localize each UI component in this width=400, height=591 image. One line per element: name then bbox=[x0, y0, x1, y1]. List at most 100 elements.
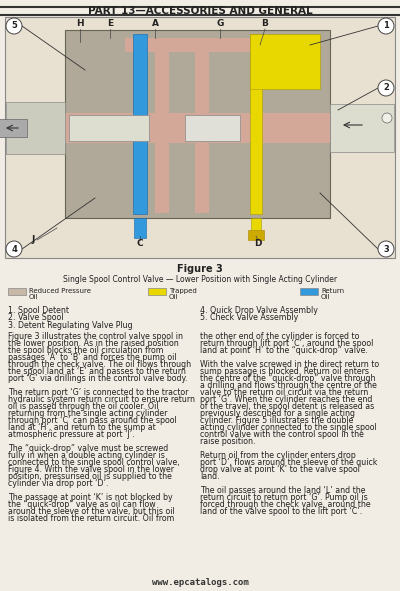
Text: the lower position. As in the raised position: the lower position. As in the raised pos… bbox=[8, 339, 179, 348]
Bar bbox=[65, 113, 330, 143]
Text: forced through the check valve, around the: forced through the check valve, around t… bbox=[200, 500, 371, 509]
Text: E: E bbox=[107, 20, 113, 28]
Text: hydraulic system return circuit to ensure return: hydraulic system return circuit to ensur… bbox=[8, 395, 195, 404]
Text: Trapped: Trapped bbox=[169, 288, 197, 294]
Circle shape bbox=[6, 18, 22, 34]
Text: 2: 2 bbox=[383, 83, 389, 93]
Bar bbox=[65, 30, 330, 218]
Text: J: J bbox=[31, 235, 35, 245]
Text: The return port ‘G’ is connected to the tractor: The return port ‘G’ is connected to the … bbox=[8, 388, 188, 397]
Bar bbox=[195, 143, 209, 213]
Text: cylinder. Figure 5 illustrates the double: cylinder. Figure 5 illustrates the doubl… bbox=[200, 416, 353, 425]
Text: cylinder via drop port ‘D’.: cylinder via drop port ‘D’. bbox=[8, 479, 108, 488]
Text: is isolated from the return circuit. Oil from: is isolated from the return circuit. Oil… bbox=[8, 514, 174, 523]
Text: 1. Spool Detent: 1. Spool Detent bbox=[8, 306, 69, 315]
Text: the spool land at ‘E’ and passes to the return: the spool land at ‘E’ and passes to the … bbox=[8, 367, 186, 376]
Text: oil is passed through the oil cooler. Oil: oil is passed through the oil cooler. Oi… bbox=[8, 402, 159, 411]
Text: Figure 4. With the valve spool in the lower: Figure 4. With the valve spool in the lo… bbox=[8, 465, 174, 474]
Bar bbox=[125, 38, 290, 52]
Circle shape bbox=[378, 241, 394, 257]
Text: valve to the return oil circuit via the return: valve to the return oil circuit via the … bbox=[200, 388, 368, 397]
Text: Reduced Pressure: Reduced Pressure bbox=[29, 288, 91, 294]
Text: the centre of the “quick-drop” valve through: the centre of the “quick-drop” valve thr… bbox=[200, 374, 376, 383]
Text: Single Spool Control Valve — Lower Position with Single Acting Cylinder: Single Spool Control Valve — Lower Posit… bbox=[63, 275, 337, 284]
Text: port ‘G’. When the cylinder reaches the end: port ‘G’. When the cylinder reaches the … bbox=[200, 395, 372, 404]
Text: through the check valve. The oil flows through: through the check valve. The oil flows t… bbox=[8, 360, 191, 369]
Text: returning from the single acting cylinder: returning from the single acting cylinde… bbox=[8, 409, 167, 418]
Text: the spool blocks the oil circulation from: the spool blocks the oil circulation fro… bbox=[8, 346, 163, 355]
Bar bbox=[330, 104, 394, 152]
Text: Figure 3 illustrates the control valve spool in: Figure 3 illustrates the control valve s… bbox=[8, 332, 183, 341]
Text: B: B bbox=[262, 20, 268, 28]
Circle shape bbox=[382, 113, 392, 123]
Text: the “quick-drop” valve as oil can flow: the “quick-drop” valve as oil can flow bbox=[8, 500, 156, 509]
Text: the other end of the cylinder is forced to: the other end of the cylinder is forced … bbox=[200, 332, 359, 341]
Text: port ‘D’, flows around the sleeve of the quick: port ‘D’, flows around the sleeve of the… bbox=[200, 458, 377, 467]
Text: 2. Valve Spool: 2. Valve Spool bbox=[8, 313, 64, 323]
Text: land of the valve spool to the lift port ‘C’.: land of the valve spool to the lift port… bbox=[200, 507, 362, 516]
Text: Oil: Oil bbox=[321, 294, 330, 300]
Circle shape bbox=[6, 241, 22, 257]
Bar bbox=[250, 34, 262, 214]
Text: 3: 3 bbox=[383, 245, 389, 254]
Bar bbox=[155, 143, 169, 213]
Text: The passage at point ‘K’ is not blocked by: The passage at point ‘K’ is not blocked … bbox=[8, 493, 173, 502]
Text: passages ‘A’ to ‘B’ and forces the pump oil: passages ‘A’ to ‘B’ and forces the pump … bbox=[8, 353, 177, 362]
Text: through port ‘C’ can pass around the spool: through port ‘C’ can pass around the spo… bbox=[8, 416, 177, 425]
Text: land at ‘H’, and return to the sump at: land at ‘H’, and return to the sump at bbox=[8, 423, 156, 432]
Text: 5. Check Valve Assembly: 5. Check Valve Assembly bbox=[200, 313, 298, 323]
Text: Return: Return bbox=[321, 288, 344, 294]
Text: Return oil from the cylinder enters drop: Return oil from the cylinder enters drop bbox=[200, 451, 356, 460]
Text: sump passage is blocked. Return oil enters: sump passage is blocked. Return oil ente… bbox=[200, 367, 369, 376]
Text: Figure 3: Figure 3 bbox=[177, 264, 223, 274]
Text: D: D bbox=[254, 239, 262, 248]
Text: a drilling and flows through the centre of the: a drilling and flows through the centre … bbox=[200, 381, 377, 390]
Text: atmospheric pressure at port ‘J’.: atmospheric pressure at port ‘J’. bbox=[8, 430, 135, 439]
Bar bbox=[0, 119, 27, 137]
Bar bbox=[133, 34, 147, 214]
Text: www.epcatalogs.com: www.epcatalogs.com bbox=[152, 578, 248, 587]
Bar bbox=[134, 218, 146, 238]
Text: With the valve screwed in the direct return to: With the valve screwed in the direct ret… bbox=[200, 360, 379, 369]
Bar bbox=[300, 288, 318, 295]
Bar bbox=[250, 34, 320, 89]
Text: drop valve at point ‘K’ to the valve spool: drop valve at point ‘K’ to the valve spo… bbox=[200, 465, 360, 474]
Text: land.: land. bbox=[200, 472, 220, 481]
Text: port ‘G’ via drillings in the control valve body.: port ‘G’ via drillings in the control va… bbox=[8, 374, 188, 383]
Bar bbox=[148, 288, 166, 295]
Text: 3. Detent Regulating Valve Plug: 3. Detent Regulating Valve Plug bbox=[8, 321, 133, 330]
Bar bbox=[6, 102, 65, 154]
Text: fully in when a double acting cylinder is: fully in when a double acting cylinder i… bbox=[8, 451, 165, 460]
Text: return circuit to return port ‘G’. Pump oil is: return circuit to return port ‘G’. Pump … bbox=[200, 493, 368, 502]
Text: of the travel, the spool detent is released as: of the travel, the spool detent is relea… bbox=[200, 402, 374, 411]
Bar bbox=[155, 38, 169, 128]
Text: control valve with the control spool in the: control valve with the control spool in … bbox=[200, 430, 364, 439]
Text: PART 13—ACCESSORIES AND GENERAL: PART 13—ACCESSORIES AND GENERAL bbox=[88, 6, 312, 16]
Text: connected to the single spool control valve,: connected to the single spool control va… bbox=[8, 458, 180, 467]
Bar bbox=[5, 17, 395, 258]
Text: H: H bbox=[76, 20, 84, 28]
Circle shape bbox=[378, 80, 394, 96]
Text: 1: 1 bbox=[383, 21, 389, 31]
Text: previously described for a single acting: previously described for a single acting bbox=[200, 409, 355, 418]
Bar bbox=[248, 230, 264, 240]
Text: Oil: Oil bbox=[29, 294, 38, 300]
Bar bbox=[8, 288, 26, 295]
Circle shape bbox=[378, 18, 394, 34]
Text: G: G bbox=[216, 20, 224, 28]
Text: The oil passes around the land ‘L’ and the: The oil passes around the land ‘L’ and t… bbox=[200, 486, 366, 495]
Bar bbox=[195, 38, 209, 128]
Text: Oil: Oil bbox=[169, 294, 178, 300]
Text: 4. Quick Drop Valve Assembly: 4. Quick Drop Valve Assembly bbox=[200, 306, 318, 315]
Text: The “quick-drop” valve must be screwed: The “quick-drop” valve must be screwed bbox=[8, 444, 168, 453]
Text: C: C bbox=[137, 239, 143, 248]
Bar bbox=[251, 218, 261, 233]
Text: A: A bbox=[152, 20, 158, 28]
Text: land at point ‘H’ to the “quick-drop” valve.: land at point ‘H’ to the “quick-drop” va… bbox=[200, 346, 368, 355]
Text: acting cylinder connected to the single spool: acting cylinder connected to the single … bbox=[200, 423, 377, 432]
Text: 4: 4 bbox=[11, 245, 17, 254]
Bar bbox=[69, 115, 149, 141]
Bar bbox=[185, 115, 240, 141]
Text: 5: 5 bbox=[11, 21, 17, 31]
Text: around the sleeve of the valve, but this oil: around the sleeve of the valve, but this… bbox=[8, 507, 175, 516]
